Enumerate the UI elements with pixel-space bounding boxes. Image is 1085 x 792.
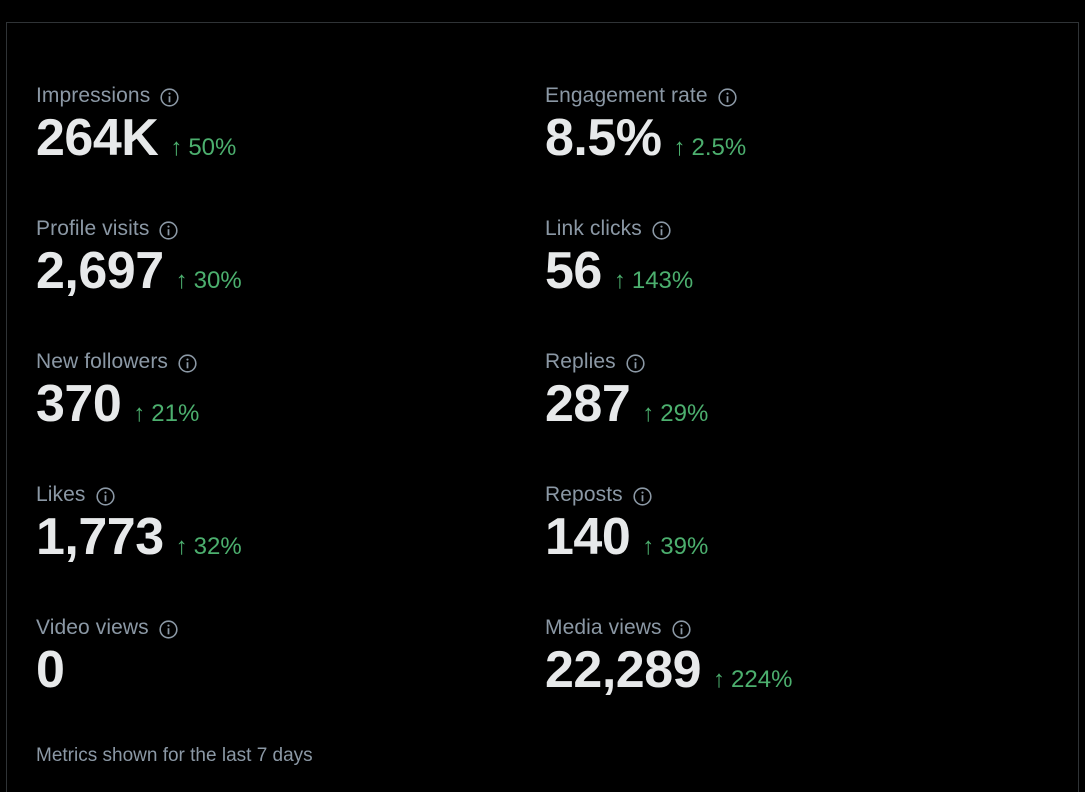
info-icon[interactable] [632, 486, 653, 507]
arrow-up-icon: ↑ [642, 400, 655, 427]
metric-change-value: 2.5% [691, 134, 747, 161]
metric-value: 140 [545, 508, 631, 566]
info-icon[interactable] [158, 220, 179, 241]
metric-change: ↑ 224% [713, 666, 792, 694]
arrow-up-icon: ↑ [133, 400, 146, 427]
metric-replies: Replies 287 ↑ 29% [545, 348, 1025, 458]
metric-profile-visits: Profile visits 2,697 ↑ 30% [36, 215, 516, 325]
metric-value: 264K [36, 109, 159, 167]
metric-label: Media views [545, 616, 662, 639]
metric-change: ↑ 50% [170, 134, 236, 162]
metric-change: ↑ 29% [642, 400, 708, 428]
arrow-up-icon: ↑ [175, 533, 188, 560]
info-icon[interactable] [159, 87, 180, 108]
metric-label: Impressions [36, 84, 151, 107]
metric-change: ↑ 21% [133, 400, 199, 428]
arrow-up-icon: ↑ [175, 267, 188, 294]
metric-label: Video views [36, 616, 149, 639]
metric-change: ↑ 2.5% [674, 134, 747, 162]
metric-value: 2,697 [36, 242, 164, 300]
metric-value: 287 [545, 375, 631, 433]
metric-link-clicks: Link clicks 56 ↑ 143% [545, 215, 1025, 325]
metric-change: ↑ 143% [614, 267, 693, 295]
metric-label: Reposts [545, 483, 623, 506]
metric-label: Engagement rate [545, 84, 708, 107]
metric-change: ↑ 39% [642, 533, 708, 561]
metric-change-value: 39% [660, 533, 709, 560]
metric-change: ↑ 32% [176, 533, 242, 561]
info-icon[interactable] [625, 353, 646, 374]
info-icon[interactable] [717, 87, 738, 108]
analytics-panel [6, 22, 1079, 792]
metric-label: Likes [36, 483, 86, 506]
metric-value: 8.5% [545, 109, 662, 167]
metric-change-value: 143% [631, 267, 694, 294]
info-icon[interactable] [95, 486, 116, 507]
metric-value: 22,289 [545, 641, 702, 699]
metrics-period-note: Metrics shown for the last 7 days [36, 745, 313, 766]
metric-likes: Likes 1,773 ↑ 32% [36, 481, 516, 591]
metric-value: 56 [545, 242, 602, 300]
metric-label: Link clicks [545, 217, 642, 240]
metric-impressions: Impressions 264K ↑ 50% [36, 82, 516, 192]
metric-video-views: Video views 0 [36, 614, 516, 724]
metric-label: New followers [36, 350, 169, 373]
metric-change-value: 21% [151, 400, 200, 427]
metric-change-value: 30% [193, 267, 242, 294]
arrow-up-icon: ↑ [613, 267, 626, 294]
metric-label: Profile visits [36, 217, 150, 240]
metric-media-views: Media views 22,289 ↑ 224% [545, 614, 1025, 724]
info-icon[interactable] [158, 619, 179, 640]
metric-change: ↑ 30% [176, 267, 242, 295]
metric-new-followers: New followers 370 ↑ 21% [36, 348, 516, 458]
metric-label: Replies [545, 350, 616, 373]
info-icon[interactable] [671, 619, 692, 640]
metric-change-value: 224% [731, 666, 793, 693]
metric-change-value: 50% [188, 134, 237, 161]
info-icon[interactable] [177, 353, 198, 374]
metric-value: 370 [36, 375, 122, 433]
arrow-up-icon: ↑ [642, 533, 655, 560]
metric-engagement-rate: Engagement rate 8.5% ↑ 2.5% [545, 82, 1025, 192]
metric-change-value: 32% [193, 533, 242, 560]
metric-reposts: Reposts 140 ↑ 39% [545, 481, 1025, 591]
arrow-up-icon: ↑ [673, 134, 686, 161]
arrow-up-icon: ↑ [713, 666, 726, 693]
arrow-up-icon: ↑ [170, 134, 183, 161]
metric-value: 0 [36, 641, 65, 699]
metric-value: 1,773 [36, 508, 164, 566]
info-icon[interactable] [651, 220, 672, 241]
metric-change-value: 29% [660, 400, 709, 427]
